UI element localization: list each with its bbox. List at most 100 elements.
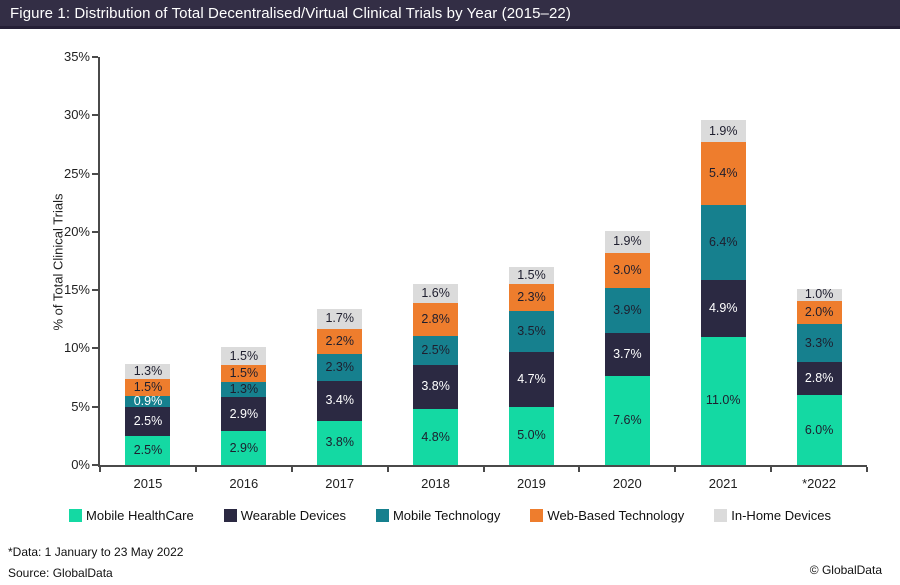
bar-segment bbox=[413, 302, 459, 336]
y-tick-label: 35% bbox=[63, 49, 90, 64]
bar-value-label: 2.9% bbox=[229, 440, 259, 455]
legend: Mobile HealthCare Wearable Devices Mobile … bbox=[0, 506, 900, 524]
bar-value-label: 5.0% bbox=[517, 428, 546, 443]
bar-value-label: 3.3% bbox=[804, 335, 834, 350]
x-category-label: *2022 bbox=[802, 476, 837, 491]
bar-value-label: 11.0% bbox=[705, 393, 741, 408]
legend-item: Web-Based Technology bbox=[530, 508, 684, 523]
bar-segment bbox=[221, 347, 267, 365]
legend-swatch-icon bbox=[375, 508, 389, 522]
bar-value-label: 1.5% bbox=[229, 348, 259, 363]
x-category-label: 2015 bbox=[133, 476, 163, 491]
y-tick-mark bbox=[92, 172, 98, 175]
x-tick-mark bbox=[482, 467, 485, 472]
bar-value-label: 2.3% bbox=[325, 360, 354, 375]
legend-swatch-icon bbox=[530, 508, 544, 522]
bar-value-label: 4.7% bbox=[517, 371, 546, 386]
bar-value-label: 3.9% bbox=[613, 303, 642, 318]
legend-item: Mobile HealthCare bbox=[69, 508, 194, 523]
bar-value-label: 1.5% bbox=[517, 268, 546, 283]
bar-value-label: 1.6% bbox=[421, 286, 450, 301]
x-tick-mark bbox=[578, 467, 581, 472]
bar-value-label: 2.8% bbox=[804, 371, 834, 386]
bar-value-label: 4.9% bbox=[708, 300, 738, 315]
bar-value-label: 1.0% bbox=[804, 287, 834, 302]
legend-item: Wearable Devices bbox=[223, 507, 346, 523]
y-tick-label: 0% bbox=[71, 457, 90, 472]
y-axis-line bbox=[98, 57, 100, 467]
bar-segment bbox=[125, 406, 171, 436]
y-tick-mark bbox=[92, 56, 98, 58]
legend-label: Wearable Devices bbox=[240, 507, 346, 523]
bar-value-label: 3.8% bbox=[421, 379, 450, 394]
bar-value-label: 1.3% bbox=[133, 363, 163, 378]
bar-value-label: 3.8% bbox=[325, 435, 354, 450]
bar-segment bbox=[796, 362, 842, 396]
y-tick-mark bbox=[92, 405, 98, 408]
figure-header-bar: Figure 1: Distribution of Total Decentra… bbox=[0, 0, 900, 29]
bar-segment bbox=[221, 431, 267, 465]
y-tick-label: 10% bbox=[63, 340, 90, 356]
bar-value-label: 7.6% bbox=[613, 413, 642, 428]
y-tick-mark bbox=[92, 464, 98, 466]
y-tick-mark bbox=[92, 347, 98, 350]
bar-segment bbox=[317, 381, 363, 421]
bar-segment bbox=[413, 284, 459, 303]
y-tick-label: 15% bbox=[63, 282, 90, 298]
x-tick-mark bbox=[386, 467, 389, 472]
figure-title: Figure 1: Distribution of Total Decentra… bbox=[10, 4, 571, 22]
bar-value-label: 2.5% bbox=[421, 342, 450, 357]
x-category-label: 2018 bbox=[421, 476, 451, 491]
x-tick-mark bbox=[290, 467, 293, 472]
x-category-label: 2021 bbox=[708, 476, 738, 491]
bar-segment bbox=[700, 205, 746, 280]
bar-segment bbox=[604, 230, 650, 253]
bar-value-label: 1.9% bbox=[708, 123, 738, 138]
y-tick-mark bbox=[92, 114, 98, 117]
bar-segment bbox=[604, 287, 650, 334]
bar-value-label: 3.0% bbox=[613, 262, 642, 277]
bar-segment bbox=[700, 119, 746, 143]
bar-segment bbox=[413, 409, 459, 465]
legend-label: In-Home Devices bbox=[731, 507, 831, 523]
bar-segment bbox=[221, 364, 267, 383]
bar-segment bbox=[125, 363, 171, 379]
bar-segment bbox=[604, 376, 650, 465]
bar-value-label: 1.5% bbox=[229, 365, 259, 380]
footnote-data-range: *Data: 1 January to 23 May 2022 bbox=[8, 545, 184, 559]
y-axis-title: % of Total Clinical Trials bbox=[50, 193, 66, 331]
bar-segment bbox=[508, 266, 554, 285]
y-tick-label: 25% bbox=[63, 165, 90, 181]
legend-label: Mobile Technology bbox=[392, 507, 501, 523]
bar-segment bbox=[508, 351, 554, 407]
bar-segment bbox=[700, 336, 746, 465]
bar-segment bbox=[317, 420, 363, 465]
bar-segment bbox=[317, 354, 363, 382]
bar-segment bbox=[413, 364, 459, 410]
bar-segment bbox=[317, 328, 363, 355]
legend-item: Mobile Technology bbox=[375, 507, 501, 523]
bar-value-label: 0.9% bbox=[133, 393, 163, 408]
legend-swatch-icon bbox=[714, 508, 728, 522]
bar-segment bbox=[796, 300, 842, 324]
bar-segment bbox=[700, 279, 746, 337]
y-tick-label: 20% bbox=[63, 223, 90, 239]
bar-segment bbox=[604, 333, 650, 377]
source-note: Source: GlobalData bbox=[8, 566, 113, 580]
legend-swatch-icon bbox=[69, 508, 83, 522]
bar-segment bbox=[604, 252, 650, 288]
bar-segment bbox=[508, 284, 554, 312]
bar-value-label: 6.4% bbox=[708, 234, 738, 249]
bar-value-label: 6.0% bbox=[804, 422, 834, 437]
x-category-label: 2020 bbox=[612, 476, 642, 491]
bar-value-label: 3.5% bbox=[517, 324, 546, 339]
bar-value-label: 3.7% bbox=[613, 347, 642, 362]
bar-segment bbox=[700, 142, 746, 206]
bar-segment bbox=[125, 435, 171, 465]
bar-value-label: 1.5% bbox=[133, 379, 163, 394]
x-tick-mark bbox=[674, 467, 677, 472]
x-tick-mark bbox=[866, 467, 868, 472]
bar-segment bbox=[796, 288, 842, 301]
legend-swatch-icon bbox=[223, 508, 237, 522]
